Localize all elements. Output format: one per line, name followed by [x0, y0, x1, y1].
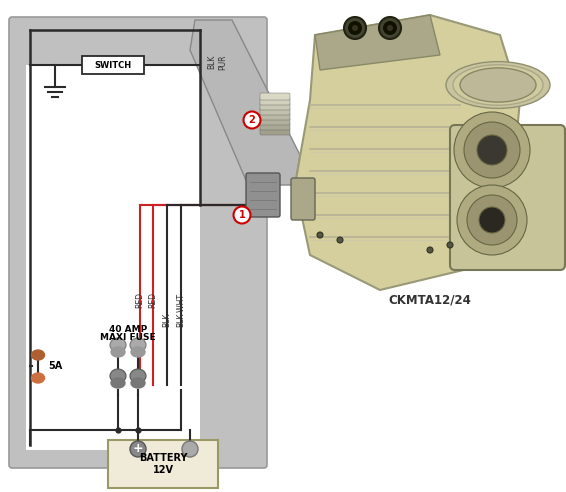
Text: PUR: PUR [218, 55, 227, 70]
Circle shape [454, 112, 530, 188]
Circle shape [130, 441, 146, 457]
Circle shape [348, 21, 362, 35]
FancyBboxPatch shape [108, 440, 218, 488]
Ellipse shape [131, 347, 145, 357]
FancyBboxPatch shape [82, 56, 144, 74]
FancyBboxPatch shape [260, 98, 290, 105]
Text: BLK: BLK [162, 313, 171, 327]
Ellipse shape [446, 62, 550, 108]
Polygon shape [295, 15, 520, 290]
Ellipse shape [130, 369, 146, 383]
Circle shape [479, 207, 505, 233]
Circle shape [457, 185, 527, 255]
FancyBboxPatch shape [260, 123, 290, 130]
Polygon shape [190, 20, 300, 185]
Circle shape [467, 195, 517, 245]
Text: 1: 1 [239, 210, 246, 220]
Circle shape [447, 242, 453, 248]
FancyBboxPatch shape [260, 113, 290, 120]
FancyBboxPatch shape [260, 118, 290, 125]
Circle shape [427, 247, 433, 253]
Circle shape [477, 135, 507, 165]
FancyBboxPatch shape [291, 178, 315, 220]
Circle shape [243, 112, 260, 128]
FancyBboxPatch shape [246, 173, 280, 217]
Ellipse shape [131, 378, 145, 388]
Text: 5A: 5A [48, 361, 62, 371]
Circle shape [383, 21, 397, 35]
Circle shape [352, 25, 358, 31]
Ellipse shape [111, 347, 125, 357]
FancyBboxPatch shape [450, 125, 565, 270]
Circle shape [317, 232, 323, 238]
Ellipse shape [110, 338, 126, 352]
Text: BLK-WHT: BLK-WHT [177, 293, 186, 327]
Polygon shape [315, 15, 440, 70]
Circle shape [182, 441, 198, 457]
FancyBboxPatch shape [260, 128, 290, 135]
Ellipse shape [32, 373, 45, 383]
Circle shape [464, 122, 520, 178]
Text: BLK: BLK [207, 55, 216, 69]
Text: +: + [132, 442, 143, 456]
Circle shape [337, 237, 343, 243]
FancyBboxPatch shape [9, 17, 267, 468]
Ellipse shape [460, 68, 536, 102]
Circle shape [387, 25, 393, 31]
Ellipse shape [32, 350, 45, 360]
Text: 40 AMP: 40 AMP [109, 326, 147, 335]
Text: 12V: 12V [152, 465, 174, 475]
Text: BATTERY: BATTERY [139, 453, 187, 463]
Text: RED: RED [148, 292, 157, 308]
Text: CKMTA12/24: CKMTA12/24 [389, 294, 471, 307]
Circle shape [379, 17, 401, 39]
Text: SWITCH: SWITCH [95, 61, 131, 69]
Circle shape [234, 207, 251, 223]
Ellipse shape [130, 338, 146, 352]
FancyBboxPatch shape [260, 103, 290, 110]
FancyBboxPatch shape [26, 65, 200, 450]
Circle shape [344, 17, 366, 39]
Ellipse shape [111, 378, 125, 388]
Text: 2: 2 [248, 115, 255, 125]
FancyBboxPatch shape [260, 108, 290, 115]
FancyBboxPatch shape [260, 93, 290, 100]
Ellipse shape [110, 369, 126, 383]
Text: MAXI FUSE: MAXI FUSE [100, 334, 156, 342]
Text: RED: RED [135, 292, 144, 308]
Ellipse shape [453, 65, 543, 105]
